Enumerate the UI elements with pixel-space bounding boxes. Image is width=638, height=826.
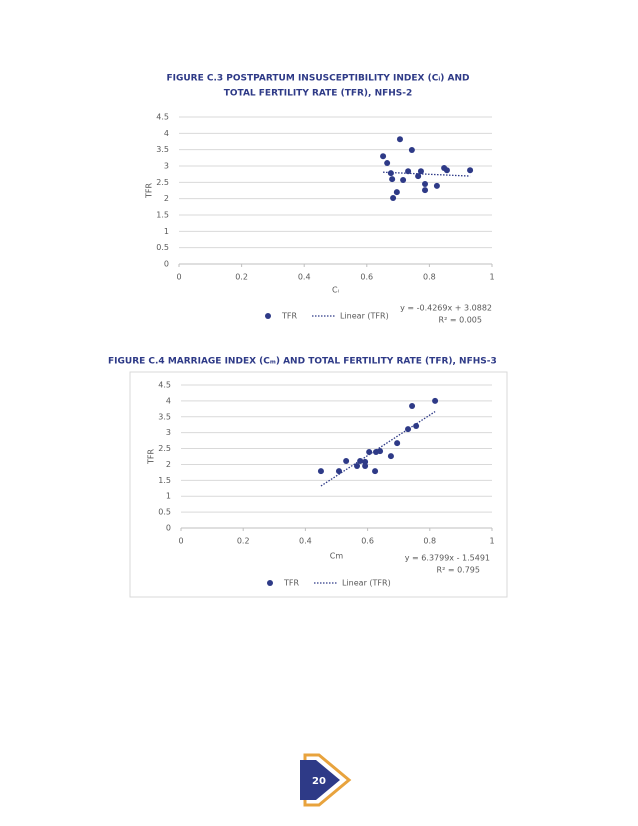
chart-title: TOTAL FERTILITY RATE (TFR), NFHS-2 xyxy=(224,89,413,99)
legend-marker xyxy=(265,313,271,319)
data-point xyxy=(409,402,416,409)
y-tick-label: 0.5 xyxy=(156,243,169,252)
data-point xyxy=(433,182,440,189)
data-point xyxy=(405,168,412,175)
data-point xyxy=(380,153,387,160)
data-point xyxy=(389,176,396,183)
data-point xyxy=(317,468,324,475)
chart-title: FIGURE C.3 POSTPARTUM INSUSCEPTIBILITY I… xyxy=(166,74,469,84)
y-axis-label: TFR xyxy=(145,183,154,199)
data-point xyxy=(400,177,407,184)
data-point xyxy=(443,167,450,174)
y-tick-label: 1.5 xyxy=(156,211,169,220)
x-tick-label: 0.6 xyxy=(360,273,373,282)
y-tick-label: 3 xyxy=(164,162,169,171)
x-tick-label: 0.6 xyxy=(361,537,374,546)
y-tick-label: 0 xyxy=(166,524,171,533)
y-tick-label: 4.5 xyxy=(156,113,169,122)
data-point xyxy=(387,170,394,177)
data-point xyxy=(377,448,384,455)
data-point xyxy=(343,457,350,464)
legend-marker xyxy=(267,580,273,586)
x-tick-label: 0.4 xyxy=(298,273,311,282)
data-point xyxy=(354,463,361,470)
x-tick-label: 0 xyxy=(178,537,183,546)
x-tick-label: 0.4 xyxy=(299,537,312,546)
x-tick-label: 0.2 xyxy=(237,537,250,546)
data-point xyxy=(415,173,422,180)
y-tick-label: 2.5 xyxy=(158,444,171,453)
y-tick-label: 1.5 xyxy=(158,476,171,485)
x-tick-label: 1 xyxy=(489,273,494,282)
legend-label: TFR xyxy=(281,312,297,321)
y-tick-label: 3.5 xyxy=(158,412,171,421)
x-tick-label: 0.8 xyxy=(423,537,436,546)
y-tick-label: 2.5 xyxy=(156,178,169,187)
data-point xyxy=(408,146,415,153)
x-tick-label: 0 xyxy=(176,273,181,282)
trend-r-squared: R² = 0.795 xyxy=(437,566,480,575)
page-badge-outline xyxy=(303,753,352,807)
y-tick-label: 1 xyxy=(164,227,169,236)
y-tick-label: 0 xyxy=(164,260,169,269)
trend-r-squared: R² = 0.005 xyxy=(439,316,482,325)
data-point xyxy=(405,426,412,433)
y-tick-label: 2 xyxy=(166,460,171,469)
data-point xyxy=(366,449,373,456)
data-point xyxy=(394,440,401,447)
data-point xyxy=(384,160,391,167)
data-point xyxy=(396,136,403,143)
y-tick-label: 4.5 xyxy=(158,381,171,390)
y-tick-label: 3.5 xyxy=(156,145,169,154)
y-tick-label: 4 xyxy=(166,396,171,405)
data-point xyxy=(372,468,379,475)
data-point xyxy=(467,167,474,174)
data-point xyxy=(362,463,369,470)
x-axis-label: Cm xyxy=(330,552,344,561)
y-axis-label: TFR xyxy=(147,449,156,465)
data-point xyxy=(387,453,394,460)
chart-frame xyxy=(129,371,508,598)
legend-label: Linear (TFR) xyxy=(340,312,389,321)
data-point xyxy=(357,457,364,464)
y-tick-label: 4 xyxy=(164,129,169,138)
trend-line xyxy=(383,171,471,177)
x-axis-label: Cᵢ xyxy=(332,286,339,295)
x-tick-label: 0.2 xyxy=(235,273,248,282)
data-point xyxy=(390,195,397,202)
y-tick-label: 2 xyxy=(164,194,169,203)
data-point xyxy=(362,458,369,465)
legend-label: TFR xyxy=(283,579,299,588)
data-point xyxy=(422,187,429,194)
page-badge xyxy=(300,760,340,800)
data-point xyxy=(393,189,400,196)
y-tick-label: 0.5 xyxy=(158,508,171,517)
data-point xyxy=(422,180,429,187)
data-point xyxy=(335,468,342,475)
trend-equation: y = 6.3799x - 1.5491 xyxy=(405,554,490,563)
data-point xyxy=(413,422,420,429)
legend-label: Linear (TFR) xyxy=(342,579,391,588)
trend-equation: y = -0.4269x + 3.0882 xyxy=(400,304,492,313)
page-number: 20 xyxy=(312,776,326,787)
data-point xyxy=(432,397,439,404)
chart-title: FIGURE C.4 MARRIAGE INDEX (Cₘ) AND TOTAL… xyxy=(108,357,497,367)
y-tick-label: 1 xyxy=(166,492,171,501)
x-tick-label: 0.8 xyxy=(423,273,436,282)
y-tick-label: 3 xyxy=(166,428,171,437)
data-point xyxy=(417,168,424,175)
x-tick-label: 1 xyxy=(489,537,494,546)
